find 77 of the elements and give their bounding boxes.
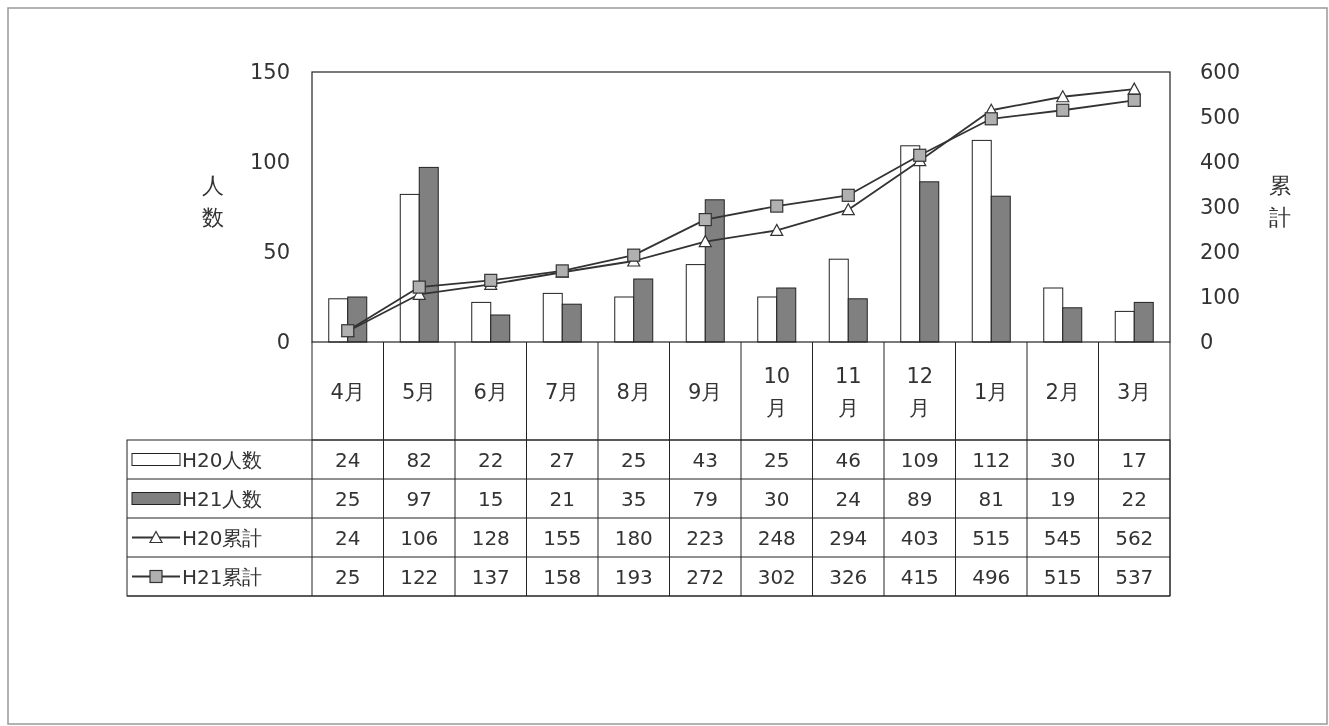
x-tick-label: 5月 (402, 380, 437, 404)
data-label: 403 (900, 525, 939, 550)
x-tick-label: 11月 (834, 364, 862, 420)
y2-tick-label: 400 (1200, 150, 1241, 174)
data-label: 25 (764, 447, 790, 472)
data-label: 193 (614, 564, 653, 589)
x-tick-label: 8月 (616, 380, 651, 404)
y-tick-label: 150 (249, 60, 290, 84)
y2-tick-label: 200 (1200, 240, 1241, 264)
data-label: 106 (400, 525, 439, 550)
data-label: 22 (478, 447, 504, 472)
x-tick-label: 6月 (473, 380, 508, 404)
y2-tick-label: 100 (1200, 285, 1241, 309)
data-label: 128 (471, 525, 510, 550)
data-label: 515 (1043, 564, 1082, 589)
data-label: 545 (1043, 525, 1082, 550)
y2-tick-label: 300 (1200, 195, 1241, 219)
data-label: 122 (400, 564, 439, 589)
data-label: 21 (549, 486, 575, 511)
data-label: 43 (692, 447, 718, 472)
x-tick-label: 9月 (688, 380, 723, 404)
data-label: 25 (621, 447, 647, 472)
data-label: 24 (335, 447, 361, 472)
data-label: 180 (614, 525, 653, 550)
data-label: 79 (692, 486, 718, 511)
data-label: 89 (907, 486, 933, 511)
data-label: 27 (549, 447, 575, 472)
data-label: 248 (757, 525, 796, 550)
y-tick-label: 0 (276, 330, 290, 354)
data-label: 24 (335, 525, 361, 550)
data-label: 15 (478, 486, 504, 511)
x-tick-label: 7月 (545, 380, 580, 404)
data-label: 25 (335, 486, 361, 511)
data-label: 112 (972, 447, 1011, 472)
x-tick-label: 1月 (974, 380, 1009, 404)
data-label: 109 (900, 447, 939, 472)
data-label: 97 (406, 486, 432, 511)
data-label: 302 (757, 564, 796, 589)
data-label: 25 (335, 564, 361, 589)
data-label: 562 (1115, 525, 1154, 550)
x-tick-label: 10月 (763, 364, 791, 420)
data-label: 272 (686, 564, 725, 589)
data-label: 294 (829, 525, 868, 550)
data-label: 496 (972, 564, 1011, 589)
data-label: 24 (835, 486, 861, 511)
x-tick-label: 12月 (906, 364, 934, 420)
data-label: 158 (543, 564, 582, 589)
y2-tick-label: 600 (1200, 60, 1241, 84)
data-label: 22 (1121, 486, 1147, 511)
y-tick-label: 100 (249, 150, 290, 174)
data-label: 326 (829, 564, 868, 589)
legend-label: H21累計 (182, 564, 263, 589)
y-tick-label: 50 (263, 240, 290, 264)
data-label: 46 (835, 447, 861, 472)
x-tick-label: 4月 (330, 380, 365, 404)
legend-label: H20人数 (182, 447, 263, 472)
x-tick-label: 3月 (1117, 380, 1152, 404)
data-label: 515 (972, 525, 1011, 550)
data-label: 155 (543, 525, 582, 550)
legend-label: H20累計 (182, 525, 263, 550)
y2-axis-title: 累計 (1269, 172, 1291, 230)
data-label: 30 (1050, 447, 1076, 472)
y-axis-title: 人数 (202, 172, 224, 230)
data-label: 35 (621, 486, 647, 511)
data-label: 82 (406, 447, 432, 472)
data-label: 537 (1115, 564, 1154, 589)
data-label: 137 (471, 564, 510, 589)
x-tick-label: 2月 (1045, 380, 1080, 404)
data-label: 81 (978, 486, 1004, 511)
y2-tick-label: 0 (1200, 330, 1214, 354)
y2-tick-label: 500 (1200, 105, 1241, 129)
data-label: 30 (764, 486, 790, 511)
data-label: 19 (1050, 486, 1076, 511)
data-label: 17 (1121, 447, 1147, 472)
legend-label: H21人数 (182, 486, 263, 511)
data-label: 223 (686, 525, 725, 550)
data-label: 415 (900, 564, 939, 589)
